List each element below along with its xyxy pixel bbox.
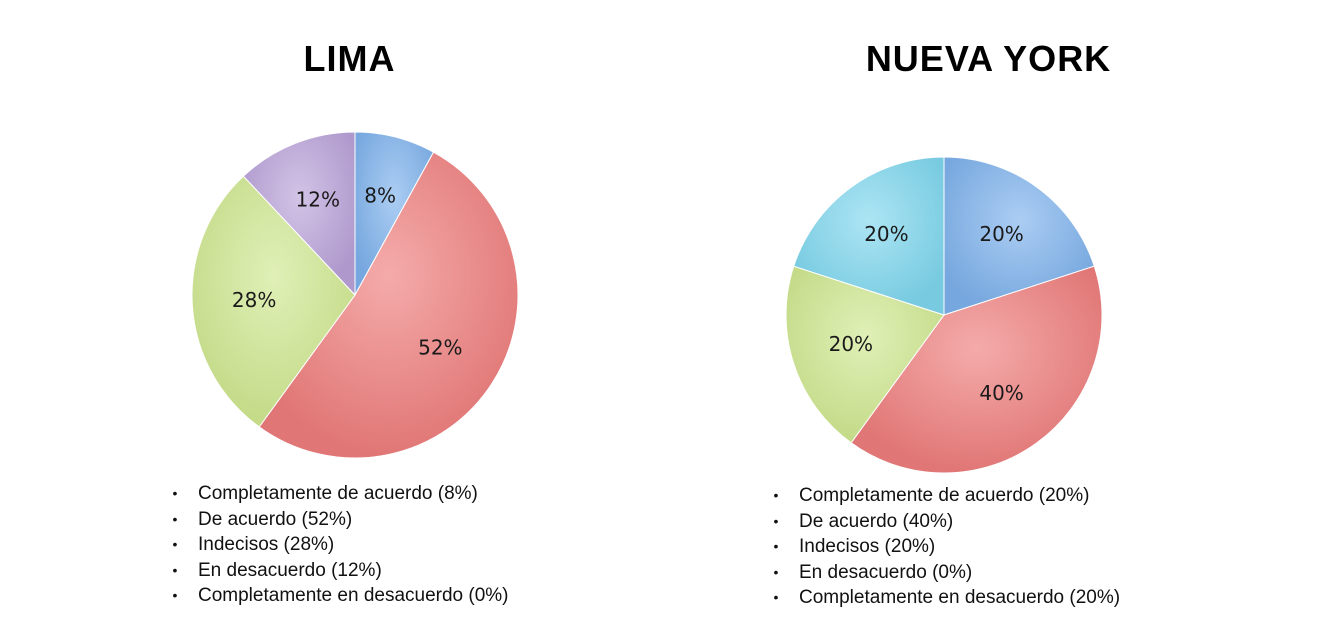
pie-slice xyxy=(242,131,356,297)
legend-item-label: De acuerdo (40%) xyxy=(799,510,954,532)
slice-label: 20% xyxy=(829,332,873,356)
legend-item: • Completamente de acuerdo (8%) xyxy=(170,481,509,507)
bullet-icon: • xyxy=(172,587,178,603)
pie-slice xyxy=(785,265,945,444)
legend-item-label: En desacuerdo (12%) xyxy=(198,559,382,581)
chart-panel-lima: LIMA 8% 52% 28% 12% • Completamente de acuer… xyxy=(170,38,519,609)
slice-label: 28% xyxy=(232,288,276,312)
legend-item-label: Completamente de acuerdo (8%) xyxy=(198,483,478,504)
bullet-icon: • xyxy=(773,589,779,605)
pie-slice xyxy=(850,265,1103,474)
legend-item-label: Completamente en desacuerdo (0%) xyxy=(198,585,509,606)
chart-panel-nueva-york: NUEVA YORK 20% 40% 20% 20% • Completamente d… xyxy=(659,0,1318,635)
bullet-icon: • xyxy=(773,563,779,580)
slice-label: 40% xyxy=(979,381,1023,405)
chart-title: NUEVA YORK xyxy=(865,38,1112,79)
legend-list: • Completamente de acuerdo (8%) • De acuer… xyxy=(170,481,509,609)
bullet-icon: • xyxy=(172,510,178,527)
pie-slice xyxy=(258,151,519,459)
legend-item-label: De acuerdo (52%) xyxy=(198,508,353,530)
legend-item: • Indecisos (28%) xyxy=(170,532,509,558)
legend-item: • De acuerdo (40%) xyxy=(771,509,1120,535)
legend-item-label: Completamente de acuerdo (20%) xyxy=(799,485,1090,506)
pie-chart-nueva-york: 20% 40% 20% 20% xyxy=(785,156,1103,474)
bullet-icon: • xyxy=(773,538,779,554)
pie-slice xyxy=(793,156,945,316)
bullet-icon: • xyxy=(172,561,178,578)
chart-title: LIMA xyxy=(303,38,396,79)
legend-item-label: Indecisos (28%) xyxy=(198,534,335,555)
pie-slice xyxy=(943,156,1095,316)
legend-item: • Completamente en desacuerdo (0%) xyxy=(170,583,509,609)
legend-item: • Completamente de acuerdo (20%) xyxy=(771,483,1120,509)
slice-label: 12% xyxy=(296,188,340,212)
legend-item-label: Completamente en desacuerdo (20%) xyxy=(799,587,1121,608)
slice-label: 20% xyxy=(864,222,908,246)
legend-item-label: Indecisos (20%) xyxy=(799,536,936,557)
slice-label: 20% xyxy=(979,222,1023,246)
bullet-icon: • xyxy=(172,485,178,501)
slice-label: 52% xyxy=(418,336,462,360)
legend-list: • Completamente de acuerdo (20%) • De acue… xyxy=(771,483,1121,611)
legend-item: • En desacuerdo (12%) xyxy=(170,558,509,584)
bullet-icon: • xyxy=(773,512,779,529)
legend-item-label: En desacuerdo (0%) xyxy=(799,561,973,583)
pie-slice xyxy=(191,175,356,428)
legend-item: • En desacuerdo (0%) xyxy=(771,560,1120,586)
legend-item: • De acuerdo (52%) xyxy=(170,507,509,533)
pie-chart-lima: 8% 52% 28% 12% xyxy=(191,131,519,459)
slice-label: 8% xyxy=(364,184,396,208)
legend-item: • Indecisos (20%) xyxy=(771,534,1120,560)
bullet-icon: • xyxy=(172,536,178,552)
bullet-icon: • xyxy=(773,487,779,503)
legend-item: • Completamente en desacuerdo (20%) xyxy=(771,585,1121,611)
